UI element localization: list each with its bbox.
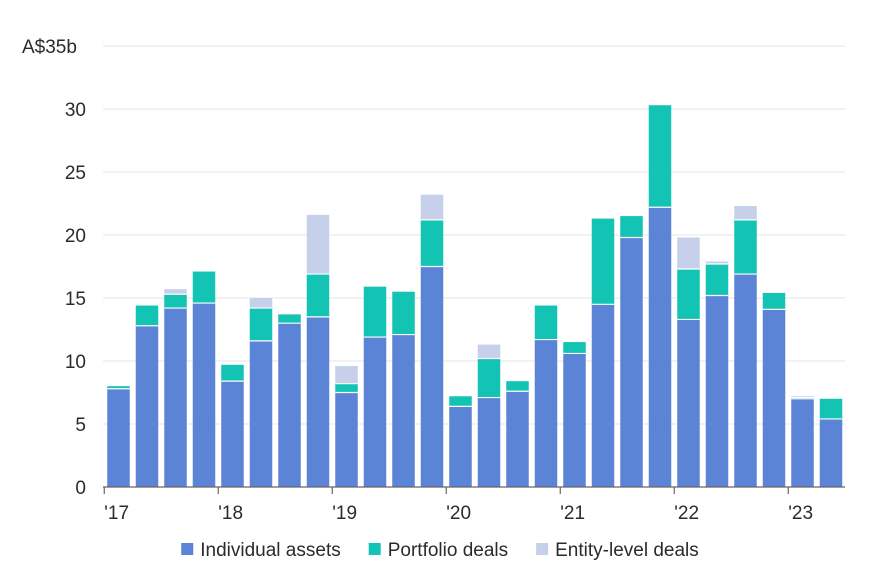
bar-segment-portfolio-deals [192, 271, 216, 304]
bar-segment-portfolio-deals [677, 269, 700, 320]
y-tick-label: 5 [75, 415, 86, 436]
legend-label: Individual assets [200, 540, 340, 561]
bar-segment-entity-level-deals [164, 289, 187, 295]
bar-segment-entity-level-deals [249, 298, 273, 309]
bar-segment-portfolio-deals [249, 308, 273, 341]
bar-segment-individual-assets [734, 274, 757, 487]
bar-segment-individual-assets [135, 325, 159, 487]
bar-segment-portfolio-deals [705, 263, 729, 296]
bar-segment-portfolio-deals [477, 358, 501, 398]
bar-segment-portfolio-deals [819, 398, 843, 419]
bar-segment-portfolio-deals [791, 397, 814, 399]
x-tick-label: '17 [104, 503, 129, 524]
bar-segment-entity-level-deals [734, 206, 757, 220]
bar-segment-individual-assets [164, 308, 187, 487]
x-tick-label: '22 [674, 503, 699, 524]
bar-segment-portfolio-deals [563, 342, 586, 354]
bar-segment-portfolio-deals [449, 396, 472, 407]
x-tick-label: '20 [446, 503, 471, 524]
bar-segment-individual-assets [107, 388, 130, 487]
bar-segment-entity-level-deals [420, 194, 444, 220]
legend-item: Portfolio deals [368, 540, 508, 561]
bar-segment-portfolio-deals [107, 386, 130, 389]
bar-segment-entity-level-deals [335, 366, 358, 384]
bar-segment-portfolio-deals [591, 218, 615, 305]
y-tick-label: 0 [75, 478, 86, 499]
x-tick-label: '23 [788, 503, 813, 524]
bar-segment-individual-assets [591, 304, 615, 487]
bars [107, 105, 843, 487]
bar-segment-individual-assets [477, 397, 501, 487]
bar-segment-individual-assets [192, 303, 216, 487]
bar-segment-portfolio-deals [278, 314, 301, 324]
y-tick-label: 15 [65, 289, 86, 310]
bar-segment-individual-assets [648, 207, 672, 487]
x-axis: '17 '18 '19 '20 '21 '22 '23 [103, 486, 845, 524]
bar-segment-portfolio-deals [506, 381, 529, 392]
bar-segment-individual-assets [677, 319, 700, 487]
bar-segment-individual-assets [506, 391, 529, 487]
y-axis-labels: 0 5 10 15 20 25 30 A$35b [22, 37, 86, 499]
bar-segment-portfolio-deals [221, 364, 244, 382]
bar-segment-portfolio-deals [335, 383, 358, 393]
bar-segment-individual-assets [249, 340, 273, 487]
bar-segment-individual-assets [620, 237, 643, 487]
bar-segment-entity-level-deals [705, 261, 729, 264]
bar-segment-individual-assets [221, 381, 244, 487]
bar-segment-portfolio-deals [620, 216, 643, 238]
y-tick-label: A$35b [22, 37, 77, 58]
bar-segment-individual-assets [363, 337, 387, 487]
bar-segment-individual-assets [449, 406, 472, 487]
x-tick-label: '18 [218, 503, 243, 524]
bar-segment-entity-level-deals [306, 214, 330, 275]
bar-segment-entity-level-deals [477, 344, 501, 359]
bar-segment-portfolio-deals [420, 219, 444, 267]
bar-segment-individual-assets [819, 418, 843, 487]
bar-segment-portfolio-deals [135, 305, 159, 326]
gridlines [103, 45, 845, 425]
bar-segment-entity-level-deals [677, 237, 700, 270]
bar-segment-individual-assets [420, 266, 444, 487]
bar-segment-individual-assets [278, 323, 301, 487]
bar-segment-portfolio-deals [392, 291, 415, 335]
legend: Individual assets Portfolio deals Entity-l… [181, 540, 699, 561]
bar-segment-portfolio-deals [734, 219, 757, 275]
bar-segment-portfolio-deals [363, 286, 387, 338]
y-tick-label: 25 [65, 163, 86, 184]
bar-segment-individual-assets [791, 398, 814, 487]
bar-segment-portfolio-deals [306, 274, 330, 317]
bar-segment-portfolio-deals [762, 292, 786, 310]
bar-segment-individual-assets [306, 316, 330, 487]
bar-segment-portfolio-deals [164, 294, 187, 309]
bar-segment-individual-assets [762, 309, 786, 487]
bar-segment-portfolio-deals [534, 305, 558, 340]
legend-swatch [368, 543, 381, 555]
bar-segment-individual-assets [563, 353, 586, 487]
legend-label: Portfolio deals [388, 540, 508, 561]
y-tick-label: 10 [65, 352, 86, 373]
legend-swatch [536, 543, 549, 555]
legend-swatch [181, 543, 194, 555]
bar-segment-individual-assets [335, 392, 358, 487]
bar-segment-individual-assets [705, 295, 729, 487]
x-tick-label: '21 [560, 503, 585, 524]
y-tick-label: 30 [65, 100, 86, 121]
bar-segment-portfolio-deals [648, 105, 672, 208]
y-tick-label: 20 [65, 226, 86, 247]
legend-item: Individual assets [181, 540, 341, 561]
x-tick-label: '19 [332, 503, 357, 524]
bar-segment-individual-assets [392, 334, 415, 487]
bar-segment-individual-assets [534, 339, 558, 487]
bar-segment-entity-level-deals [791, 396, 814, 398]
legend-item: Entity-level deals [536, 540, 699, 561]
legend-label: Entity-level deals [555, 540, 699, 561]
